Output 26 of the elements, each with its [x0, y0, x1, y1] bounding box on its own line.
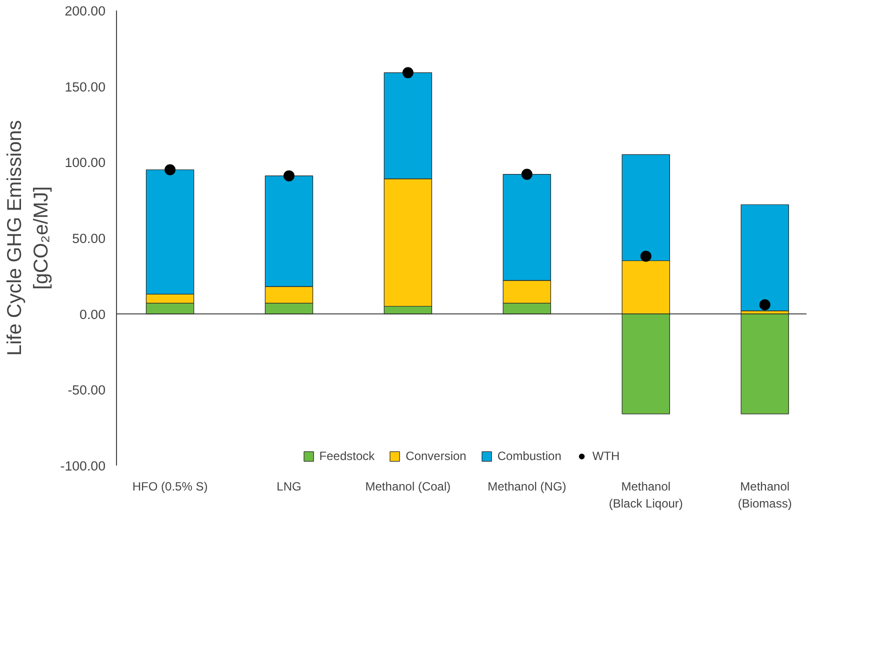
point	[640, 250, 652, 262]
point	[402, 67, 414, 78]
point	[759, 299, 770, 310]
y-tick-label: 0.00	[80, 306, 106, 322]
y-tick-label: 200.00	[64, 4, 106, 18]
x-tick-label: Methanol (Biomass)	[738, 480, 792, 510]
y-axis-title: Life Cycle GHG Emissions [gCO₂e/MJ]	[4, 120, 52, 356]
y-tick-label: 100.00	[64, 155, 106, 170]
legend-label: Combustion	[497, 449, 562, 463]
y-tick-label: 50.00	[72, 231, 106, 246]
point	[164, 164, 176, 176]
legend-label: WTH	[592, 449, 620, 463]
legend-label: Feedstock	[319, 449, 375, 463]
x-tick-label: LNG	[276, 480, 302, 494]
legend-label: Conversion	[406, 449, 466, 463]
x-tick-label: Methanol (Black Liqour)	[608, 480, 683, 510]
y-tick-label: -100.00	[60, 458, 106, 474]
x-tick-label: HFO (0.5% S)	[132, 480, 208, 494]
x-tick-label: Methanol (NG)	[488, 480, 566, 494]
point	[284, 170, 294, 182]
y-tick-label: -50.00	[68, 382, 106, 398]
point	[521, 168, 532, 180]
y-tick-label: 150.00	[64, 79, 106, 94]
bar	[740, 314, 789, 414]
bar	[740, 204, 789, 312]
x-tick-label: Methanol (Coal)	[365, 480, 451, 494]
